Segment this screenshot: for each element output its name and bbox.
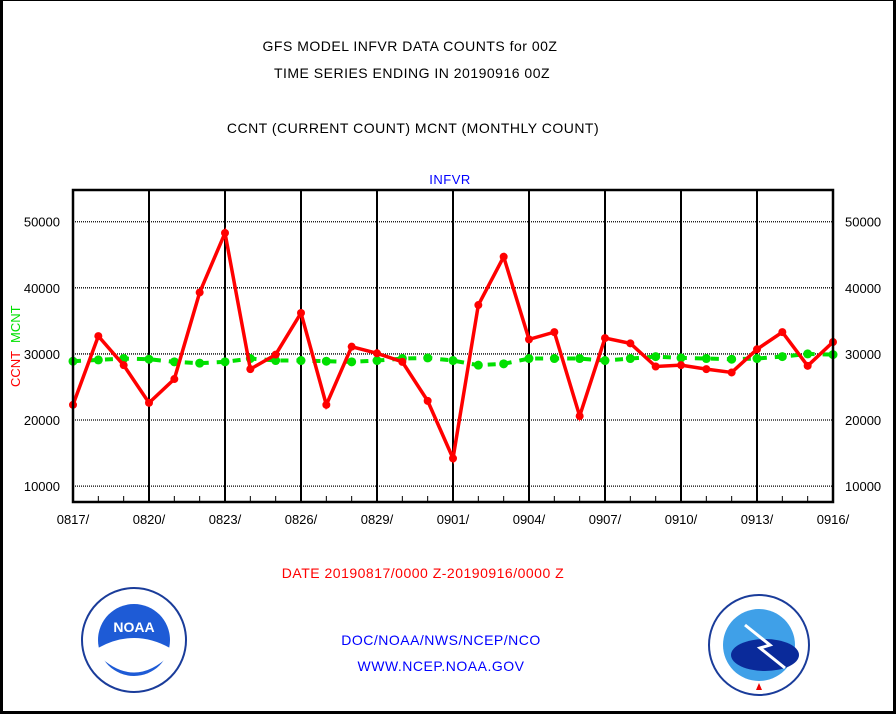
ccnt-point [677,361,685,370]
noaa-logo: NOAA [81,587,187,693]
mcnt-point [271,356,281,366]
ccnt-point [373,349,381,358]
x-tick-label: 0901/ [437,512,470,527]
org-path: DOC/NOAA/NWS/NCEP/NCO [341,632,541,648]
y-tick-label-left: 20000 [24,413,60,428]
ccnt-point [525,335,533,344]
mcnt-point [777,352,787,362]
ccnt-point [297,308,305,317]
x-tick-label: 0817/ [57,512,90,527]
ccnt-point [246,365,255,374]
y-tick-label-left: 50000 [24,215,60,230]
ccnt-point [778,328,787,337]
mcnt-point [600,356,610,366]
mcnt-point [752,354,762,364]
ccnt-point [651,362,660,371]
mcnt-point [676,353,686,363]
ccnt-point [398,357,407,366]
x-tick-label: 0829/ [361,512,394,527]
x-tick-label: 0907/ [589,512,622,527]
noaa-logo-text: NOAA [113,619,154,635]
mcnt-point [625,354,635,364]
x-tick-label: 0826/ [285,512,318,527]
website-link[interactable]: WWW.NCEP.NOAA.GOV [357,658,525,674]
x-tick-label: 0823/ [209,512,242,527]
chart-legend-description: CCNT (CURRENT COUNT) MCNT (MONTHLY COUNT… [226,120,600,136]
ccnt-point [727,368,736,377]
y-tick-label-right: 30000 [845,347,881,362]
mcnt-point [372,356,382,366]
ccnt-point [170,375,179,384]
x-tick-label: 0910/ [665,512,698,527]
y-tick-label-right: 20000 [845,413,881,428]
mcnt-point [499,359,509,369]
ccnt-point [94,332,103,341]
ccnt-point [575,412,584,421]
y-tick-label-left: 10000 [24,479,60,494]
plot-title: INFVR [429,172,471,187]
y-tick-label-left: 40000 [24,281,60,296]
plot-frame [71,188,835,504]
ccnt-point [499,252,508,261]
mcnt-point [220,357,230,367]
mcnt-point [169,357,179,367]
ccnt-point [702,365,711,374]
ccnt-point [195,288,204,297]
mcnt-point [144,354,154,364]
ccnt-point [474,301,483,310]
mcnt-point [321,356,331,366]
ccnt-point [322,400,331,409]
y-tick-label-left: 30000 [24,347,60,362]
chart-title-line1: GFS MODEL INFVR DATA COUNTS for 00Z [262,38,558,54]
y-tick-label-right: 10000 [845,479,881,494]
mcnt-point [347,357,357,367]
x-tick-label: 0913/ [741,512,774,527]
ccnt-point [449,454,457,463]
ylabel-ccnt: CCNT [8,351,23,387]
mcnt-point [524,354,534,364]
mcnt-point [803,349,813,359]
x-tick-label: 0916/ [817,512,850,527]
ccnt-point [221,228,229,237]
mcnt-point [93,355,103,365]
ccnt-point [753,345,761,354]
ccnt-point [626,339,635,348]
mcnt-point [448,356,458,366]
x-tick-label: 0820/ [133,512,166,527]
ccnt-point [601,334,609,343]
ccnt-point [271,350,280,359]
mcnt-point [701,354,711,364]
mcnt-point [549,354,559,364]
x-tick-label: 0904/ [513,512,546,527]
mcnt-point [195,358,205,368]
mcnt-point [296,356,306,366]
chart-title-line2: TIME SERIES ENDING IN 20190916 00Z [273,65,551,81]
mcnt-point [575,354,585,364]
ccnt-point [119,361,128,370]
nws-logo [708,594,810,696]
y-tick-label-right: 40000 [845,281,881,296]
mcnt-point [651,352,661,362]
ylabel-mcnt: MCNT [8,305,23,343]
ccnt-point [423,396,432,405]
date-range: DATE 20190817/0000 Z-20190916/0000 Z [281,565,565,581]
ccnt-point [145,398,153,407]
ccnt-point [803,361,812,370]
y-tick-label-right: 50000 [845,215,881,230]
ccnt-point [347,342,356,351]
mcnt-point [727,354,737,364]
mcnt-point [423,353,433,363]
mcnt-point [473,360,483,370]
ccnt-point [550,328,559,337]
